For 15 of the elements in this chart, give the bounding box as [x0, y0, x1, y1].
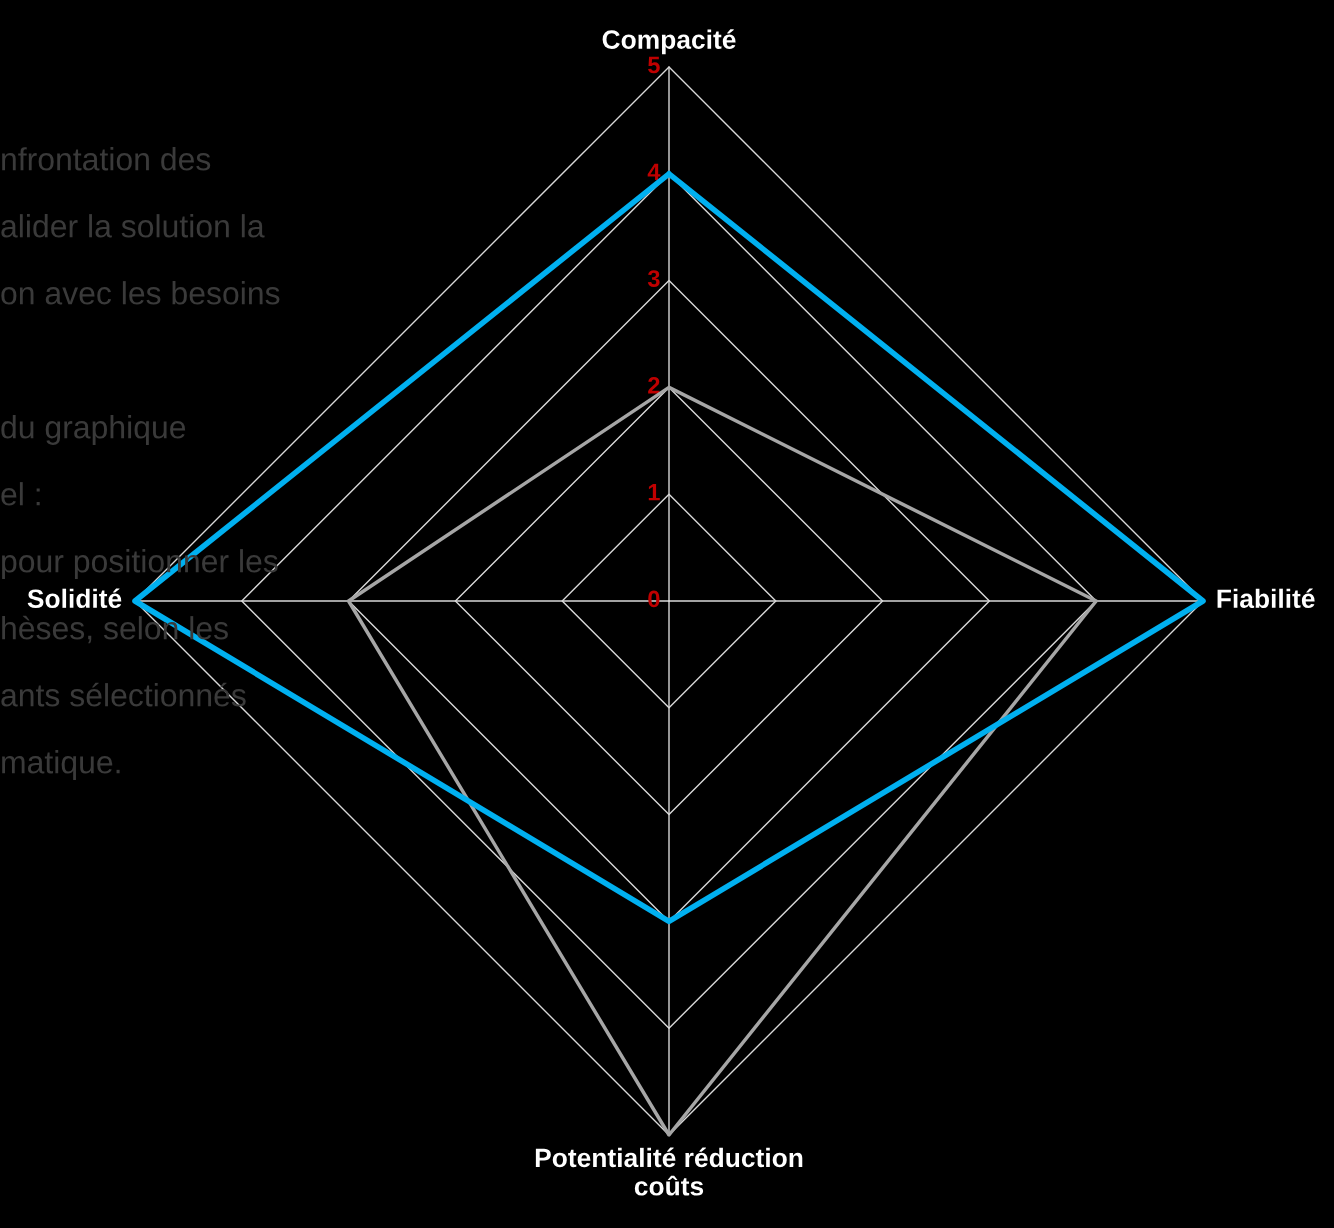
text: el :: [1, 482, 40, 506]
text: nfrontation des: [2, 147, 211, 171]
spoke-label: Potentialité réduction coûts: [535, 1147, 803, 1196]
spoke-label: Fiabilité: [1217, 588, 1315, 609]
text: on avec les besoins: [1, 281, 280, 305]
y-tick-label: 3: [647, 270, 660, 287]
text: matique.: [2, 750, 120, 780]
text: du graphique: [1, 415, 186, 445]
text: alider la solution la: [1, 214, 265, 238]
y-tick-label: 4: [647, 163, 661, 180]
spoke-label: Compacité: [602, 29, 736, 55]
y-tick-label: 1: [648, 484, 660, 501]
y-tick-label: 5: [648, 56, 660, 74]
y-tick-label: 2: [648, 377, 660, 394]
spoke-label: Solidité: [27, 588, 122, 609]
